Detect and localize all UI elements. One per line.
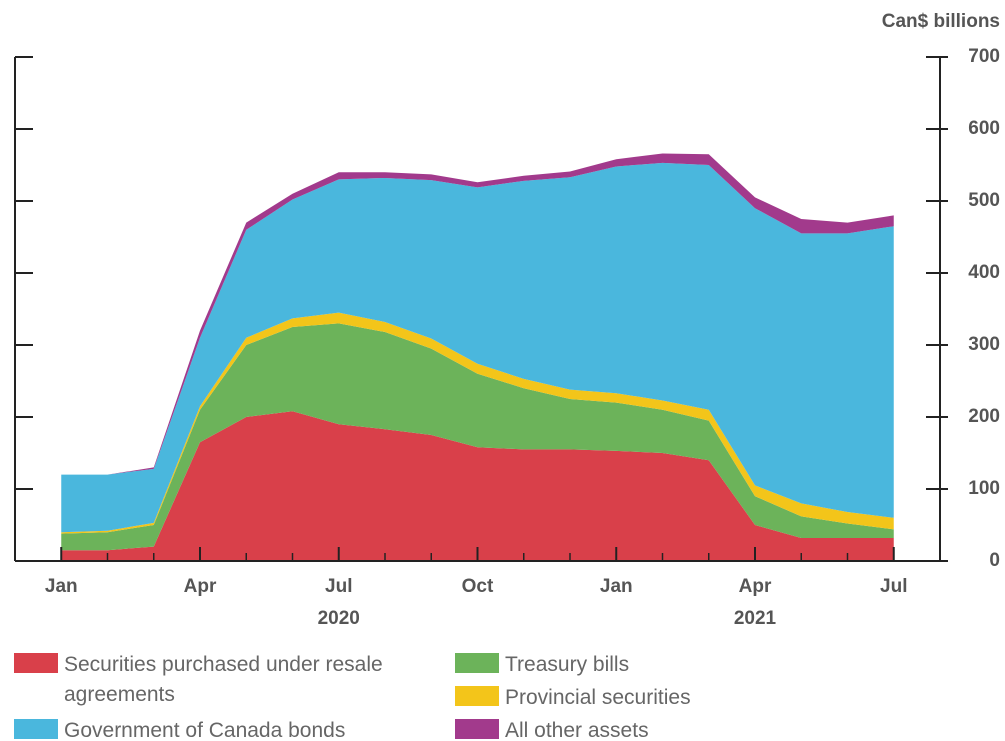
legend-label: Government of Canada bonds	[64, 719, 346, 741]
x-tick-label: Apr	[739, 576, 772, 597]
legend-item: Treasury bills	[455, 650, 875, 680]
legend-label: Securities purchased under resale agreem…	[64, 653, 383, 706]
year-label: 2021	[734, 608, 777, 629]
legend-label: Provincial securities	[505, 686, 691, 709]
x-tick-label: Jan	[45, 576, 78, 597]
legend-swatch	[14, 653, 58, 673]
legend-item: Government of Canada bonds	[14, 716, 434, 741]
area	[61, 411, 894, 561]
y-tick-label: 100	[968, 478, 1000, 499]
y-axis-label: Can$ billions	[882, 11, 1000, 32]
legend-label: All other assets	[505, 719, 649, 741]
y-tick-label: 700	[968, 46, 1000, 67]
y-tick-label: 400	[968, 262, 1000, 283]
legend-swatch	[14, 719, 58, 739]
y-tick-label: 500	[968, 190, 1000, 211]
x-tick-label: Jul	[880, 576, 907, 597]
x-tick-label: Apr	[184, 576, 217, 597]
x-tick-label: Oct	[462, 576, 494, 597]
legend-label: Treasury bills	[505, 653, 630, 676]
chart: Can$ billions 0 100 200 300 400 500 600 700 Jan A…	[14, 11, 1000, 629]
legend-swatch	[455, 653, 499, 673]
legend-item: Securities purchased under resale agreem…	[14, 650, 384, 710]
area	[61, 312, 894, 534]
y-tick-label: 300	[968, 334, 1000, 355]
y-tick-label: 600	[968, 118, 1000, 139]
legend-item: All other assets	[455, 716, 875, 741]
area	[61, 162, 894, 533]
legend-item: Provincial securities	[455, 683, 875, 713]
y-tick-label: 200	[968, 406, 1000, 427]
legend-swatch	[455, 686, 499, 706]
x-tick-label: Jul	[325, 576, 352, 597]
x-tick-label: Jan	[600, 576, 633, 597]
y-tick-label: 0	[989, 550, 1000, 571]
year-label: 2020	[318, 608, 360, 629]
legend-swatch	[455, 719, 499, 739]
area	[61, 323, 894, 551]
